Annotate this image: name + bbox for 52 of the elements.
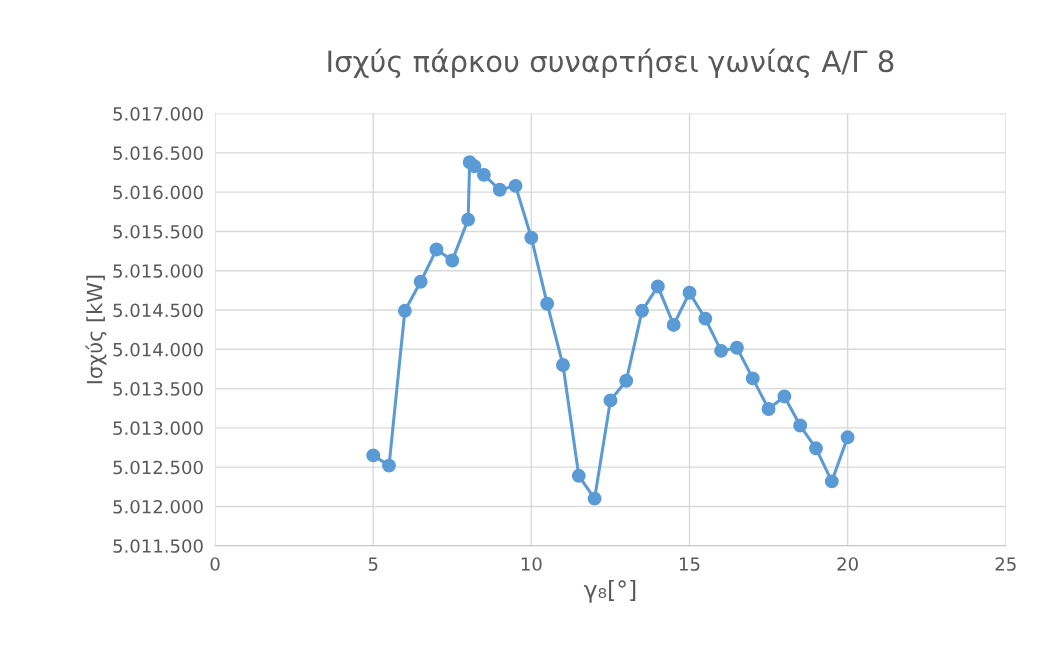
- y-tick-label: 5.011.500: [113, 539, 203, 553]
- point: [714, 343, 729, 358]
- point: [729, 340, 744, 355]
- y-tick-label: 5.012.500: [113, 460, 203, 475]
- point: [603, 393, 618, 408]
- point: [793, 418, 808, 433]
- point: [650, 279, 665, 294]
- point: [666, 317, 681, 332]
- point: [556, 358, 570, 372]
- x-tick-label: 25: [995, 557, 1016, 571]
- y-axis-title: Ισχύς [kW]: [85, 275, 107, 384]
- y-tick-label: 5.015.500: [113, 224, 203, 239]
- point: [476, 167, 491, 182]
- y-tick-label: 5.013.000: [113, 421, 203, 435]
- point: [809, 441, 823, 456]
- point: [540, 296, 555, 311]
- y-tick-label: 5.015.000: [113, 264, 203, 278]
- y-tick-label: 5.017.000: [113, 107, 203, 121]
- point: [745, 371, 760, 386]
- x-tick-label: 20: [837, 557, 858, 571]
- y-tick-label: 5.013.500: [113, 382, 203, 396]
- x-axis-title: γ₈[°]: [583, 579, 636, 603]
- point: [413, 274, 428, 289]
- point: [461, 212, 476, 227]
- point: [635, 303, 649, 318]
- y-tick-label: 5.012.000: [113, 499, 203, 514]
- point: [382, 458, 396, 473]
- point: [571, 468, 586, 483]
- point: [698, 311, 713, 326]
- y-tick-label: 5.014.500: [113, 303, 203, 318]
- point: [445, 253, 460, 268]
- x-tick-label: 5: [368, 557, 378, 571]
- point: [492, 182, 507, 197]
- point: [619, 373, 634, 388]
- point: [824, 474, 839, 489]
- y-tick-label: 5.014.000: [113, 342, 203, 357]
- point: [587, 491, 602, 506]
- x-tick-label: 15: [679, 557, 700, 571]
- point: [508, 178, 523, 193]
- point: [777, 389, 792, 404]
- x-tick-label: 10: [521, 557, 542, 571]
- point: [397, 303, 412, 318]
- point: [524, 230, 539, 245]
- y-tick-label: 5.016.000: [113, 185, 203, 200]
- point: [429, 242, 444, 257]
- point: [682, 285, 697, 300]
- y-tick-label: 5.016.500: [113, 146, 203, 160]
- point: [840, 430, 855, 445]
- point: [761, 402, 776, 416]
- x-tick-label: 0: [210, 557, 220, 571]
- point: [366, 448, 381, 463]
- chart-title: Ισχύς πάρκου συναρτήσει γωνίας Α/Γ 8: [328, 48, 894, 79]
